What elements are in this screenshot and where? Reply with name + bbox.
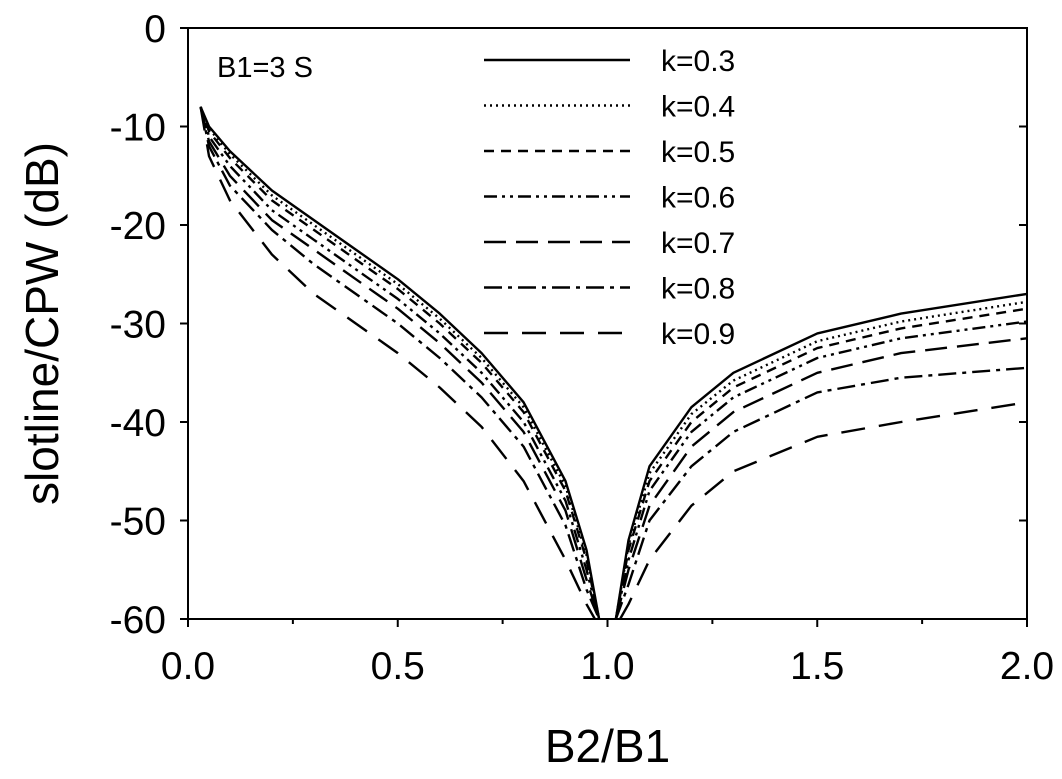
series-line-1-right: [614, 292, 1028, 620]
legend: k=0.3 k=0.4 k=0.5 k=0.6 k=0.7 k=0.8 k=0.9: [484, 45, 735, 351]
x-axis-title: B2/B1: [545, 720, 670, 772]
series-line-4-right: [614, 320, 1028, 620]
series-line-4-left: [199, 106, 601, 620]
x-tick-label: 2.0: [1000, 645, 1054, 688]
y-tick-label: -20: [110, 205, 166, 248]
y-tick-label: -50: [110, 501, 166, 544]
y-tick-label: -10: [110, 107, 166, 150]
legend-label: k=0.5: [661, 136, 735, 169]
ticks-layer: 0.0 0.5 1.0 1.5 2.0 0 -10 -20 -30 -40 -50 -60: [110, 8, 1054, 688]
x-tick-label: 0.0: [161, 645, 215, 688]
legend-label: k=0.6: [661, 182, 735, 215]
x-tick-label: 1.0: [580, 645, 634, 688]
series-line-5-left: [199, 106, 601, 620]
y-tick-label: -40: [110, 402, 166, 445]
series-line-6-right: [614, 366, 1028, 620]
series-line-5-right: [614, 337, 1028, 620]
legend-label: k=0.3: [661, 45, 735, 78]
series-line-1-left: [199, 106, 601, 620]
annotation-label: B1=3 S: [217, 52, 313, 84]
x-tick-label: 0.5: [371, 645, 425, 688]
series-line-2-left: [199, 106, 601, 620]
series-line-7-left: [199, 106, 596, 620]
series-line-6-left: [199, 106, 601, 620]
plot-frame: [187, 27, 1028, 620]
y-tick-label: 0: [144, 8, 166, 51]
legend-label: k=0.7: [661, 227, 735, 260]
series-line-3-left: [199, 106, 601, 620]
series-layer: [199, 106, 1028, 620]
y-axis-title: slotline/CPW (dB): [16, 142, 68, 505]
x-tick-label: 1.5: [790, 645, 844, 688]
y-tick-label: -30: [110, 304, 166, 347]
legend-label: k=0.9: [661, 318, 735, 351]
legend-label: k=0.4: [661, 91, 735, 124]
legend-label: k=0.8: [661, 273, 735, 306]
y-tick-label: -60: [110, 599, 166, 642]
plot-border: [187, 27, 1028, 620]
series-line-3-right: [614, 307, 1028, 620]
series-line-7-right: [619, 401, 1028, 620]
